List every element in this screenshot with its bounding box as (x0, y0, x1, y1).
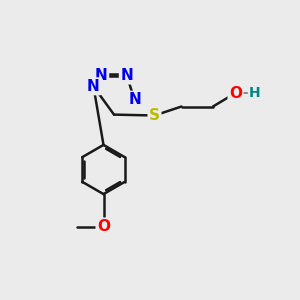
Text: S: S (149, 108, 160, 123)
Text: N: N (128, 92, 141, 107)
Text: N: N (87, 79, 100, 94)
Text: N: N (95, 68, 108, 83)
Text: O: O (97, 219, 110, 234)
Text: H: H (249, 86, 261, 100)
Text: O: O (229, 85, 242, 100)
Text: N: N (120, 68, 133, 83)
